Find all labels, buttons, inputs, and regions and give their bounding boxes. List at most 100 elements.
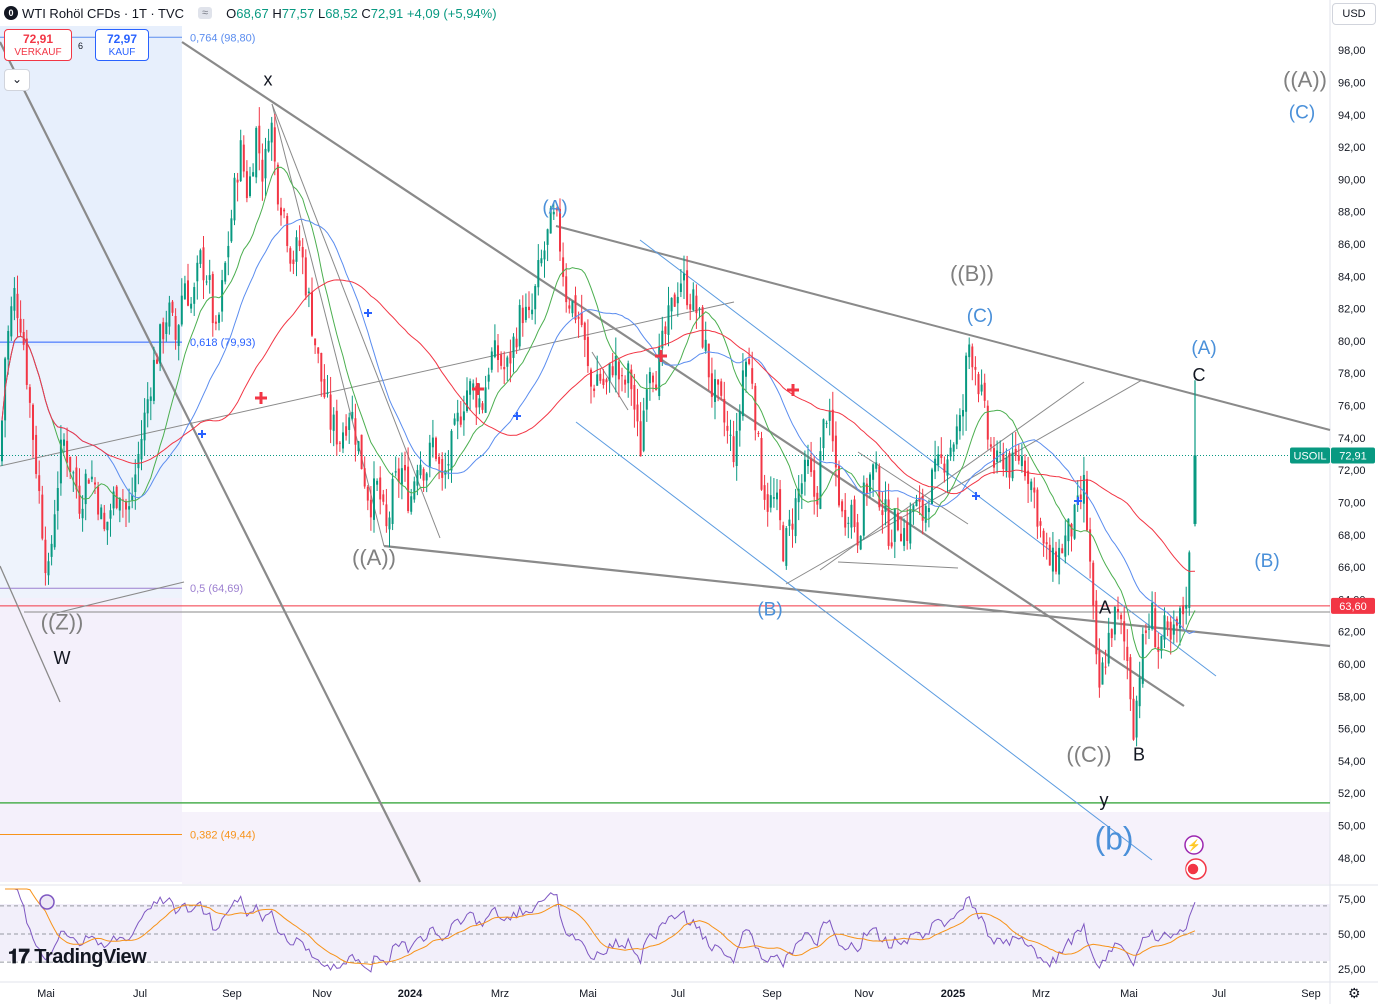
sell-button[interactable]: 72,91 VERKAUF (4, 29, 72, 61)
rsi-pane[interactable] (0, 888, 1330, 973)
candle-body (314, 338, 317, 346)
trend-line[interactable] (0, 301, 735, 467)
candle-body (162, 322, 165, 340)
trend-line[interactable] (555, 225, 1331, 431)
candle-body (732, 436, 735, 463)
candle-body (165, 322, 168, 334)
candle-body (605, 379, 608, 383)
settings-gear-icon[interactable]: ⚙ (1348, 985, 1361, 1001)
candle-body (298, 240, 301, 247)
candle-body (822, 419, 825, 449)
wave-label[interactable]: x (264, 70, 273, 90)
candle-body (782, 525, 785, 562)
buy-label: KAUF (108, 47, 136, 58)
trendlines[interactable] (0, 41, 1331, 883)
trend-line[interactable] (0, 41, 421, 883)
wave-label[interactable]: (C) (1289, 102, 1315, 123)
symbol-title[interactable]: 0 WTI Rohöl CFDs · 1T · TVC (4, 6, 184, 21)
candle-body (1166, 621, 1169, 628)
close-label: C (361, 5, 371, 21)
price-axis[interactable]: 98,00 96,00 94,00 92,00 90,00 88,00 86,00 84,00… (1338, 45, 1366, 865)
wave-label[interactable]: (C) (967, 306, 993, 327)
wave-label[interactable]: ((B)) (950, 261, 994, 286)
candle-body (140, 438, 143, 460)
currency-select[interactable]: USD (1332, 3, 1376, 25)
wave-label[interactable]: (A) (542, 198, 567, 219)
high-label: H (272, 5, 282, 21)
candle-body (56, 488, 59, 511)
wave-label[interactable]: (B) (1254, 551, 1279, 572)
trend-line[interactable] (785, 379, 1143, 585)
trend-line[interactable] (383, 544, 1331, 648)
candle-body (1058, 547, 1061, 575)
wave-label[interactable]: ((Z)) (41, 610, 84, 635)
trend-line[interactable] (51, 581, 185, 615)
collapse-legend-button[interactable]: ⌄ (4, 69, 30, 91)
candle-body (7, 330, 10, 360)
candle-body (531, 309, 534, 315)
trend-line[interactable] (271, 103, 441, 539)
time-tick-label: Nov (854, 988, 874, 1000)
rsi-tick-label: 75,00 (1338, 894, 1366, 906)
wave-label[interactable]: W (54, 648, 71, 668)
candle-body (357, 441, 360, 452)
candle-body (1089, 529, 1092, 562)
candle-body (323, 378, 326, 398)
trend-line[interactable] (639, 239, 1217, 677)
candle-body (1098, 650, 1101, 688)
tradingview-logo-icon: 𝟏𝟕 (8, 946, 35, 968)
candle-body (1092, 562, 1095, 606)
candle-body (28, 387, 31, 403)
flash-event-icon[interactable] (1184, 835, 1204, 855)
candle-body (369, 499, 372, 518)
trend-line[interactable] (181, 41, 1185, 707)
candle-body (1051, 547, 1054, 572)
candle-body (205, 281, 208, 283)
trend-line[interactable] (0, 565, 61, 703)
price-tick-label: 56,00 (1338, 724, 1366, 736)
time-axis[interactable]: Mai Jul Sep Nov 2024 Mrz Mai Jul Sep Nov 2025 Mrz Ma… (37, 988, 1321, 1000)
candle-body (667, 305, 670, 335)
candle-body (435, 437, 437, 459)
candle-body (292, 259, 295, 265)
cross-marker-icon (255, 392, 267, 404)
candle-body (1027, 470, 1030, 484)
candle-body (630, 369, 633, 390)
trend-line[interactable] (837, 561, 959, 569)
rsi-settings-icon[interactable] (39, 894, 55, 910)
price-tick-label: 68,00 (1338, 530, 1366, 542)
trend-line[interactable] (271, 103, 385, 547)
candle-body (103, 512, 106, 530)
wave-label[interactable]: (b) (1094, 821, 1133, 857)
tradingview-logo[interactable]: 𝟏𝟕 TradingView (8, 946, 147, 969)
buy-button[interactable]: 72,97 KAUF (95, 29, 149, 61)
candle-body (862, 482, 865, 536)
tradingview-logo-text: TradingView (34, 946, 147, 968)
candle-body (100, 507, 103, 520)
candle-body (50, 543, 53, 557)
wave-label[interactable]: C (1193, 365, 1206, 385)
candle-body (376, 480, 379, 485)
trend-line[interactable] (575, 421, 1153, 861)
wave-label[interactable]: ((A)) (352, 545, 396, 570)
wave-label[interactable]: (B) (757, 600, 782, 621)
wave-label[interactable]: A (1099, 598, 1111, 618)
data-badge[interactable]: ≈ (198, 7, 213, 19)
candle-body (466, 390, 468, 411)
cross-marker-icon (1074, 497, 1082, 505)
wave-label[interactable]: (A) (1191, 338, 1216, 359)
candle-body (927, 508, 930, 513)
wave-label[interactable]: y (1100, 790, 1109, 810)
wave-label[interactable]: B (1133, 745, 1145, 765)
candle-body (348, 417, 351, 430)
candle-body (1017, 455, 1020, 461)
candle-body (118, 497, 121, 511)
candle-body (816, 492, 819, 505)
candle-body (1042, 530, 1045, 544)
candles[interactable] (1, 107, 1197, 747)
wave-label[interactable]: ((C)) (1066, 742, 1111, 767)
wave-label[interactable]: ((A)) (1283, 67, 1327, 92)
candle-body (47, 561, 50, 576)
candle-body (106, 521, 109, 531)
